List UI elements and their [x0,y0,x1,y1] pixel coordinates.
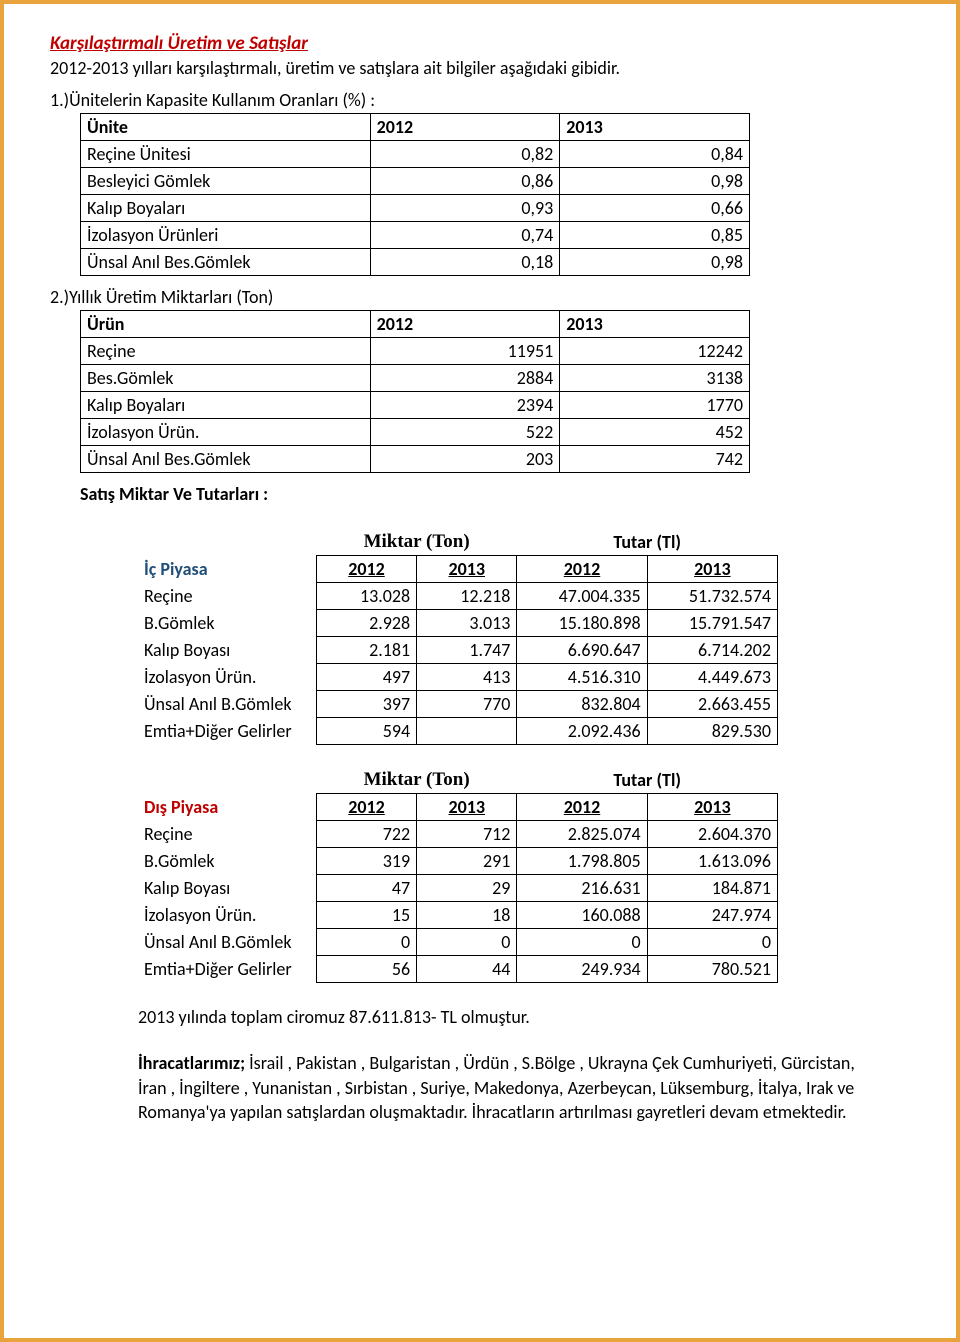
col-header: 2012 [370,114,560,141]
tutar-header: Tutar (Tl) [517,767,778,794]
section1-label: 1.)Ünitelerin Kapasite Kullanım Oranları… [50,89,918,111]
table-row: Kalıp Boyası4729216.631184.871 [138,875,778,902]
total-revenue-text: 2013 yılında toplam ciromuz 87.611.813- … [138,1005,858,1029]
document-page: Karşılaştırmalı Üretim ve Satışlar 2012-… [0,0,960,1342]
page-subtitle: 2012-2013 yılları karşılaştırmalı, üreti… [50,57,918,79]
export-paragraph: İhracatlarımız; İsrail , Pakistan , Bulg… [138,1051,858,1124]
table-row: Dış Piyasa 2012 2013 2012 2013 [138,794,778,821]
table-row: B.Gömlek3192911.798.8051.613.096 [138,848,778,875]
ic-piyasa-label: İç Piyasa [138,556,316,583]
table-row: İzolasyon Ürün.4974134.516.3104.449.673 [138,664,778,691]
table-row: Miktar (Ton) Tutar (Tl) [138,529,778,556]
table-row: Kalıp Boyaları0,930,66 [81,195,750,222]
page-title: Karşılaştırmalı Üretim ve Satışlar [50,32,918,55]
table-row: Reçine7227122.825.0742.604.370 [138,821,778,848]
table-row: İzolasyon Ürünleri0,740,85 [81,222,750,249]
table-row: Ünite 2012 2013 [81,114,750,141]
table-row: Emtia+Diğer Gelirler5644249.934780.521 [138,956,778,983]
miktar-header: Miktar (Ton) [316,767,516,794]
section2-label: 2.)Yıllık Üretim Miktarları (Ton) [50,286,918,308]
table-production: Ürün 2012 2013 Reçine1195112242 Bes.Göml… [80,310,750,473]
table-row: Reçine13.02812.21847.004.33551.732.574 [138,583,778,610]
table-row: Reçine Ünitesi0,820,84 [81,141,750,168]
col-header: Ünite [81,114,371,141]
table-row: Kalıp Boyası2.1811.7476.690.6476.714.202 [138,637,778,664]
section3-label: Satış Miktar Ve Tutarları : [80,483,918,505]
table-row: Miktar (Ton) Tutar (Tl) [138,767,778,794]
col-header: Ürün [81,311,371,338]
table-row: B.Gömlek2.9283.01315.180.89815.791.547 [138,610,778,637]
col-header: 2013 [560,114,750,141]
table-row: Emtia+Diğer Gelirler5942.092.436829.530 [138,718,778,745]
table-capacity: Ünite 2012 2013 Reçine Ünitesi0,820,84 B… [80,113,750,276]
table-row: Bes.Gömlek28843138 [81,365,750,392]
table-row: İzolasyon Ürün.522452 [81,419,750,446]
table-row: Ürün 2012 2013 [81,311,750,338]
col-header: 2013 [560,311,750,338]
col-header: 2012 [370,311,560,338]
table-row: Besleyici Gömlek0,860,98 [81,168,750,195]
export-text: İsrail , Pakistan , Bulgaristan , Ürdün … [138,1052,855,1123]
table-row: Ünsal Anıl B.Gömlek0000 [138,929,778,956]
table-dis-piyasa: Miktar (Ton) Tutar (Tl) Dış Piyasa 2012 … [138,767,778,983]
table-row: İç Piyasa 2012 2013 2012 2013 [138,556,778,583]
dis-piyasa-label: Dış Piyasa [138,794,316,821]
tutar-header: Tutar (Tl) [517,529,778,556]
table-ic-piyasa: Miktar (Ton) Tutar (Tl) İç Piyasa 2012 2… [138,529,778,745]
table-row: Ünsal Anıl Bes.Gömlek0,180,98 [81,249,750,276]
export-label: İhracatlarımız; [138,1052,245,1074]
miktar-header: Miktar (Ton) [316,529,516,556]
table-row: Ünsal Anıl B.Gömlek397770832.8042.663.45… [138,691,778,718]
table-row: Kalıp Boyaları23941770 [81,392,750,419]
table-row: Reçine1195112242 [81,338,750,365]
table-row: İzolasyon Ürün.1518160.088247.974 [138,902,778,929]
table-row: Ünsal Anıl Bes.Gömlek203742 [81,446,750,473]
